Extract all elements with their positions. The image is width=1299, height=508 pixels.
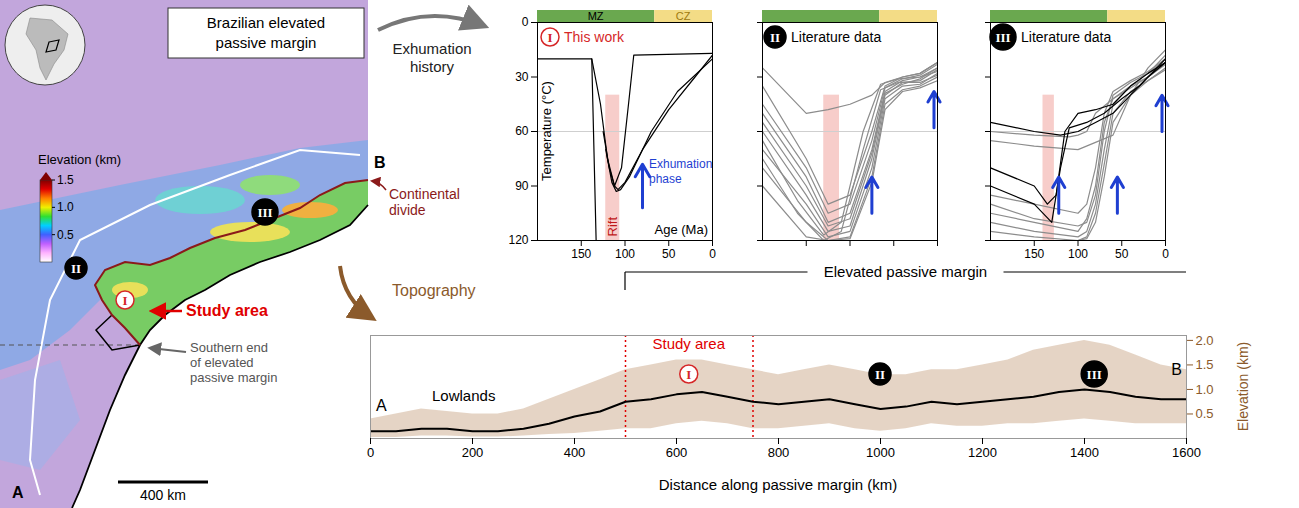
svg-text:2.0: 2.0 <box>1196 333 1214 348</box>
svg-text:Elevation (km): Elevation (km) <box>38 152 121 167</box>
svg-text:MZ: MZ <box>588 10 604 22</box>
svg-text:0.5: 0.5 <box>57 228 74 242</box>
svg-text:Distance along passive margin: Distance along passive margin (km) <box>659 476 897 493</box>
svg-text:1400: 1400 <box>1070 445 1099 460</box>
svg-text:150: 150 <box>571 247 591 261</box>
svg-text:1.5: 1.5 <box>57 173 74 187</box>
svg-text:Study area: Study area <box>186 302 268 319</box>
svg-text:This work: This work <box>564 29 625 45</box>
svg-text:passive margin: passive margin <box>190 370 277 385</box>
svg-text:1.0: 1.0 <box>1196 382 1214 397</box>
svg-text:0: 0 <box>1162 247 1169 261</box>
svg-text:1200: 1200 <box>968 445 997 460</box>
svg-text:B: B <box>374 154 386 171</box>
svg-text:800: 800 <box>768 445 790 460</box>
svg-text:120: 120 <box>508 233 528 247</box>
svg-text:Study area: Study area <box>652 335 725 352</box>
svg-text:30: 30 <box>515 70 529 84</box>
svg-text:III: III <box>257 205 272 220</box>
svg-text:I: I <box>547 30 552 45</box>
svg-text:phase: phase <box>649 172 682 186</box>
svg-text:0: 0 <box>709 247 716 261</box>
svg-text:60: 60 <box>515 124 529 138</box>
svg-text:100: 100 <box>1068 247 1088 261</box>
svg-text:Continental: Continental <box>389 186 460 202</box>
svg-text:0.5: 0.5 <box>1196 406 1214 421</box>
svg-text:III: III <box>995 30 1010 45</box>
svg-text:A: A <box>376 397 387 414</box>
svg-text:Brazilian elevated: Brazilian elevated <box>207 14 325 31</box>
svg-text:200: 200 <box>462 445 484 460</box>
svg-text:1.0: 1.0 <box>57 200 74 214</box>
svg-text:Age (Ma): Age (Ma) <box>655 222 708 237</box>
svg-text:0: 0 <box>522 15 529 29</box>
svg-text:B: B <box>1171 361 1182 378</box>
svg-text:II: II <box>875 367 885 382</box>
svg-text:CZ: CZ <box>676 10 691 22</box>
svg-text:1600: 1600 <box>1172 445 1201 460</box>
svg-text:0: 0 <box>367 445 374 460</box>
svg-text:90: 90 <box>515 179 529 193</box>
svg-text:Elevated passive margin: Elevated passive margin <box>824 263 987 280</box>
svg-text:400: 400 <box>564 445 586 460</box>
svg-text:Literature data: Literature data <box>1021 29 1111 45</box>
svg-text:history: history <box>410 58 455 75</box>
svg-text:Elevation (km): Elevation (km) <box>1235 342 1251 431</box>
svg-text:1.5: 1.5 <box>1196 357 1214 372</box>
svg-text:50: 50 <box>1115 247 1129 261</box>
svg-text:III: III <box>1087 367 1102 382</box>
svg-text:A: A <box>12 484 24 501</box>
svg-text:divide: divide <box>389 202 426 218</box>
svg-text:400 km: 400 km <box>140 487 186 503</box>
svg-text:Rift: Rift <box>605 217 620 237</box>
svg-text:Lowlands: Lowlands <box>432 387 495 404</box>
svg-text:Exhumation: Exhumation <box>649 157 712 171</box>
svg-text:I: I <box>122 293 127 308</box>
svg-text:II: II <box>71 261 81 276</box>
svg-text:150: 150 <box>1024 247 1044 261</box>
svg-text:of elevated: of elevated <box>190 355 254 370</box>
svg-text:Exhumation: Exhumation <box>392 40 471 57</box>
svg-text:1000: 1000 <box>866 445 895 460</box>
svg-text:Southern end: Southern end <box>190 340 268 355</box>
svg-text:Topography: Topography <box>392 282 476 299</box>
svg-text:II: II <box>770 30 780 45</box>
svg-text:I: I <box>686 367 691 382</box>
svg-text:passive margin: passive margin <box>216 34 317 51</box>
svg-text:Literature data: Literature data <box>791 29 881 45</box>
svg-text:100: 100 <box>615 247 635 261</box>
svg-text:600: 600 <box>666 445 688 460</box>
svg-text:Temperature (°C): Temperature (°C) <box>539 81 554 181</box>
svg-text:50: 50 <box>662 247 676 261</box>
